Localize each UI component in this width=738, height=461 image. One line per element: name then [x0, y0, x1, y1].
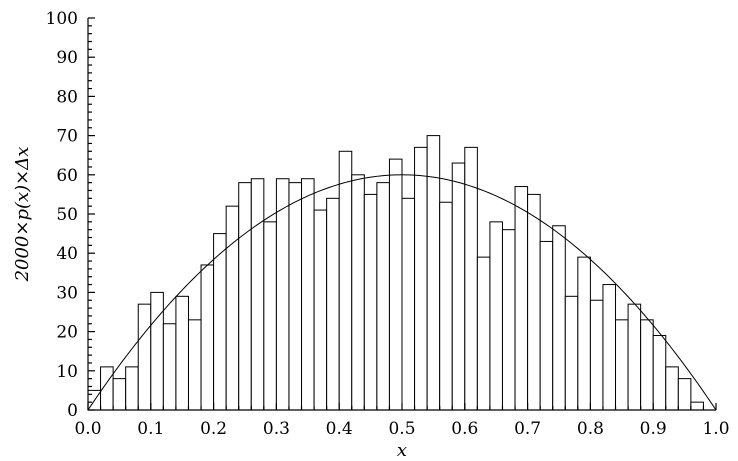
histogram-bar — [489, 221, 503, 411]
histogram-bar — [501, 229, 516, 411]
histogram-bar — [439, 201, 453, 411]
histogram-bar — [162, 323, 177, 411]
histogram-bar — [589, 299, 604, 411]
histogram-bar — [326, 197, 340, 411]
histogram-bar — [414, 146, 428, 411]
y-tick-label: 40 — [56, 244, 78, 264]
histogram-bar — [602, 284, 617, 411]
x-tick-label: 0.2 — [200, 419, 227, 439]
y-tick-label: 100 — [46, 9, 78, 29]
histogram-bar — [112, 378, 127, 411]
histogram-bar — [250, 178, 265, 411]
x-axis-label: x — [397, 440, 407, 461]
histogram-bar — [263, 221, 277, 411]
histogram-bar — [150, 291, 164, 411]
x-tick-label: 0.9 — [640, 419, 667, 439]
x-ticks-group: 0.0 0.1 0.2 0.3 0.4 0.5 0.6 0.7 0.8 0.9 1.0 — [74, 403, 730, 439]
x-tick-label: 0.0 — [74, 419, 101, 439]
histogram-bar — [401, 197, 416, 411]
histogram-bar — [514, 186, 529, 411]
histogram-bar — [301, 178, 315, 411]
y-axis-label: 2000×p(x)×Δx — [12, 147, 33, 283]
y-tick-label: 70 — [56, 127, 78, 147]
x-tick-label: 1.0 — [702, 419, 729, 439]
histogram-bar — [351, 174, 365, 411]
y-tick-label: 30 — [56, 283, 78, 303]
histogram-bar — [225, 205, 240, 411]
histogram-bar — [640, 319, 654, 411]
x-tick-label: 0.1 — [137, 419, 164, 439]
histogram-bar — [288, 182, 303, 411]
y-tick-label: 10 — [56, 362, 78, 382]
histogram-bar — [527, 193, 541, 411]
histogram-bar — [577, 256, 591, 411]
histogram-bar — [464, 146, 478, 411]
histogram-bar — [238, 182, 252, 411]
histogram-bar — [313, 209, 328, 411]
histogram-bar — [564, 295, 579, 411]
fit-curve-line — [87, 174, 717, 411]
x-tick-label: 0.6 — [451, 419, 478, 439]
histogram-bar — [388, 158, 403, 411]
histogram-bar — [665, 366, 679, 411]
bars-group — [87, 135, 704, 411]
histogram-bar — [652, 335, 667, 411]
y-tick-label: 90 — [56, 48, 78, 68]
histogram-bar — [338, 150, 353, 411]
y-tick-label: 20 — [56, 323, 78, 343]
histogram-bar — [200, 264, 215, 411]
histogram-bar — [539, 240, 554, 411]
histogram-bar — [175, 295, 189, 411]
x-tick-label: 0.7 — [514, 419, 541, 439]
y-tick-label: 80 — [56, 87, 78, 107]
histogram-bar — [451, 162, 466, 411]
x-tick-label: 0.5 — [388, 419, 415, 439]
x-tick-label: 0.3 — [263, 419, 290, 439]
histogram-bar — [552, 225, 566, 411]
histogram-bar — [627, 303, 642, 411]
histogram-bar — [187, 319, 202, 411]
x-tick-label: 0.8 — [577, 419, 604, 439]
histogram-bar — [476, 256, 491, 411]
histogram-bar — [125, 366, 139, 411]
y-tick-label: 60 — [56, 166, 78, 186]
histogram-bar — [615, 319, 629, 411]
histogram-bar — [376, 182, 390, 411]
y-tick-label: 0 — [67, 401, 78, 421]
x-tick-label: 0.4 — [326, 419, 353, 439]
histogram-bar — [690, 401, 704, 411]
histogram-bar — [137, 303, 152, 411]
histogram-bar — [363, 193, 378, 411]
histogram-bar — [677, 378, 692, 411]
histogram-bar — [275, 178, 290, 411]
y-ticks-group: 0 10 20 30 40 50 60 70 80 90 100 — [46, 9, 95, 421]
histogram-bar — [213, 233, 227, 411]
y-tick-label: 50 — [56, 205, 78, 225]
